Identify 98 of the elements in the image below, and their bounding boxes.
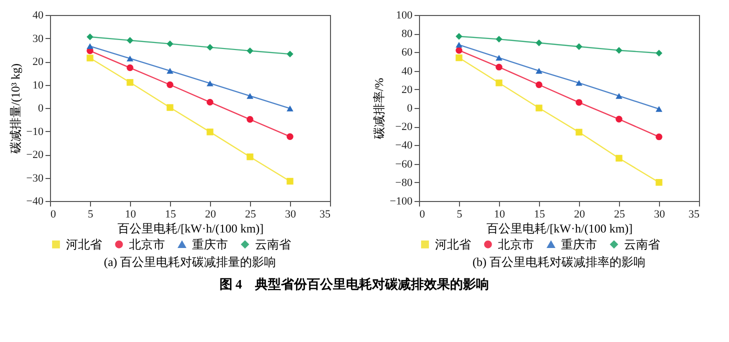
caption: 图 4 典型省份百公里电耗对碳减排效果的影响 — [219, 276, 490, 292]
point — [536, 104, 542, 112]
point — [246, 153, 254, 160]
x-tick-label: 25 — [245, 208, 256, 220]
y-axis-title: 碳减排率/% — [372, 78, 386, 140]
y-tick-label: 40 — [402, 65, 413, 78]
y-tick-label: 30 — [32, 32, 44, 45]
x-tick-label: 10 — [125, 208, 136, 220]
point — [496, 64, 502, 70]
x-tick-label: 20 — [205, 208, 216, 220]
point — [616, 46, 622, 54]
point — [126, 56, 134, 62]
point — [576, 80, 582, 86]
x-tick-label: 35 — [688, 208, 700, 220]
legend-label: 重庆市 — [561, 238, 597, 252]
y-tick-label: 40 — [32, 10, 44, 22]
point — [206, 44, 214, 51]
x-axis-title: 百公里电耗/[kW·h/(100 km)] — [486, 222, 633, 236]
point — [126, 79, 134, 86]
point — [166, 104, 174, 111]
point — [166, 40, 174, 48]
point — [456, 54, 462, 62]
y-tick-label: −100 — [390, 196, 413, 208]
legend-label: 重庆市 — [192, 238, 228, 252]
y-tick-label: −20 — [26, 149, 44, 161]
legend-label: 河北省 — [66, 237, 102, 252]
point — [86, 34, 94, 40]
point — [86, 43, 94, 50]
y-tick-label: −20 — [395, 121, 413, 134]
y-tick-label: 20 — [32, 56, 44, 68]
x-tick-label: 25 — [614, 208, 626, 220]
x-tick-label: 0 — [420, 208, 426, 220]
point — [126, 36, 134, 44]
point — [496, 80, 502, 86]
y-tick-label: 0 — [38, 102, 44, 114]
x-tick-label: 35 — [320, 208, 331, 220]
x-tick-label: 30 — [654, 208, 666, 220]
x-tick-label: 0 — [50, 208, 56, 220]
y-tick-label: 100 — [396, 10, 413, 22]
point — [166, 68, 174, 74]
point — [656, 133, 662, 140]
legend-label: 云南省 — [255, 237, 291, 252]
point — [536, 40, 542, 46]
y-tick-label: 10 — [32, 79, 44, 92]
point — [456, 33, 462, 40]
y-tick-label: −40 — [26, 196, 44, 208]
point — [496, 36, 502, 43]
point — [246, 47, 254, 54]
legend-label: 北京市 — [129, 237, 165, 252]
legend-label: 北京市 — [498, 237, 534, 252]
point — [616, 154, 622, 162]
point — [656, 50, 662, 56]
text: (b) 百公里电耗对碳减排率的影响 — [472, 255, 646, 269]
x-tick-label: 15 — [534, 208, 546, 220]
point — [656, 179, 662, 186]
point — [576, 128, 582, 136]
point — [206, 98, 214, 106]
y-axis-title: 碳减排量/(10³ kg) — [8, 64, 22, 154]
y-tick-label: 80 — [402, 28, 413, 40]
point — [536, 68, 542, 74]
point — [206, 80, 214, 86]
x-tick-label: 10 — [494, 208, 506, 220]
point — [206, 128, 214, 136]
y-tick-label: −10 — [26, 126, 44, 138]
point — [616, 116, 622, 123]
point — [286, 106, 294, 112]
point — [496, 54, 502, 61]
point — [246, 93, 254, 99]
y-tick-label: 60 — [402, 46, 413, 59]
point — [246, 116, 254, 123]
y-tick-label: −80 — [395, 176, 413, 189]
x-tick-label: 5 — [456, 208, 463, 220]
legend-label: 河北省 — [435, 237, 471, 252]
x-tick-label: 5 — [88, 208, 94, 220]
point — [616, 93, 622, 99]
y-tick-label: −30 — [26, 172, 44, 184]
point — [286, 50, 294, 58]
x-tick-label: 20 — [574, 208, 586, 220]
point — [456, 46, 462, 54]
point — [166, 81, 174, 88]
legend-label: 云南省 — [624, 237, 660, 252]
point — [656, 106, 662, 112]
y-tick-label: 20 — [402, 84, 413, 96]
point — [86, 54, 94, 62]
point — [536, 81, 542, 88]
point — [576, 43, 582, 50]
x-tick-label: 15 — [165, 208, 176, 220]
point — [286, 178, 294, 185]
point — [126, 64, 134, 72]
text: (a) 百公里电耗对碳减排量的影响 — [104, 255, 276, 269]
y-tick-label: 0 — [407, 102, 413, 114]
point — [286, 133, 294, 140]
point — [576, 99, 582, 106]
x-tick-label: 30 — [285, 208, 296, 220]
y-tick-label: −60 — [395, 158, 413, 170]
y-tick-label: −40 — [395, 140, 413, 152]
x-axis-title: 百公里电耗/[kW·h/(100 km)] — [117, 222, 264, 236]
point — [456, 42, 462, 48]
